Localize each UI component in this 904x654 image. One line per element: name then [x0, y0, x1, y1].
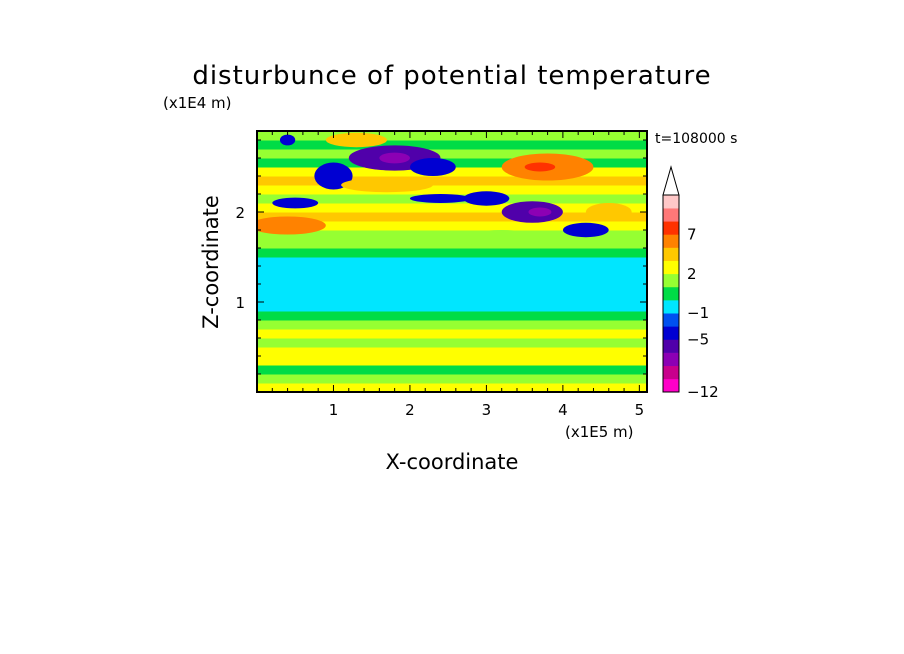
contour-feature	[379, 152, 410, 164]
contour-band	[257, 230, 647, 240]
contour-feature	[279, 134, 296, 146]
colorbar-tick-label: 2	[687, 265, 697, 283]
contour-band	[257, 284, 647, 294]
contour-band	[257, 383, 647, 392]
colorbar-segment	[663, 313, 679, 327]
colorbar-segment	[663, 286, 679, 301]
contour-band	[257, 329, 647, 339]
contour-band	[257, 365, 647, 375]
contour-band	[257, 239, 647, 249]
contour-feature	[463, 191, 510, 206]
contour-band	[257, 140, 647, 150]
colorbar-segment	[663, 247, 679, 261]
contour-feature	[463, 230, 540, 248]
contour-band	[257, 347, 647, 357]
y-unit-label: (x1E4 m)	[163, 94, 232, 112]
contour-band	[257, 203, 647, 213]
x-axis-label: X-coordinate	[386, 450, 519, 474]
contour-band	[257, 311, 647, 321]
colorbar-segment	[663, 365, 679, 380]
contour-feature	[585, 203, 632, 221]
contour-band	[257, 257, 647, 267]
y-axis-label: Z-coordinate	[199, 195, 223, 329]
contour-feature	[528, 207, 552, 217]
colorbar-segment	[663, 326, 679, 340]
contour-band	[257, 131, 647, 141]
colorbar-tick-label: −1	[687, 304, 709, 322]
colorbar-segment	[663, 352, 679, 367]
colorbar-segment	[663, 273, 679, 288]
contour-feature	[314, 162, 353, 190]
contour-feature	[524, 162, 556, 172]
colorbar-segment	[663, 208, 679, 222]
x-tick-label: 4	[558, 401, 568, 419]
time-label: t=108000 s	[655, 131, 737, 147]
contour-field	[257, 131, 647, 392]
contour-feature	[409, 194, 472, 203]
contour-feature	[562, 222, 609, 238]
contour-feature	[325, 132, 388, 148]
colorbar-segment	[663, 378, 679, 393]
y-axis: 12	[235, 139, 647, 375]
x-tick-label: 3	[482, 401, 492, 419]
colorbar-segment	[663, 195, 679, 209]
colorbar-segment	[663, 260, 679, 275]
colorbar-tick-label: −12	[687, 383, 719, 401]
colorbar-tick-label: −5	[687, 330, 709, 348]
contour-band	[257, 212, 647, 222]
contour-band	[257, 338, 647, 348]
colorbar-extend-arrow	[662, 165, 680, 196]
plot-frame	[256, 130, 648, 393]
contour-band	[257, 374, 647, 384]
contour-band	[257, 356, 647, 366]
contour-band	[257, 149, 647, 159]
colorbar-segment	[663, 234, 679, 248]
x-tick-label: 2	[405, 401, 415, 419]
colorbar-segment	[663, 339, 679, 353]
contour-feature	[272, 197, 319, 209]
colorbar-tick-label: 7	[687, 225, 697, 243]
colorbar-segment	[663, 300, 679, 314]
contour-band	[257, 221, 647, 231]
x-unit-label: (x1E5 m)	[565, 423, 634, 441]
contour-feature	[257, 216, 326, 235]
contour-band	[257, 293, 647, 303]
chart-title: disturbunce of potential temperature	[192, 61, 711, 91]
contour-band	[257, 185, 647, 195]
colorbar: 7 2 −1 −5 −12	[662, 165, 719, 401]
x-tick-label: 1	[329, 401, 339, 419]
contour-band	[257, 266, 647, 276]
contour-feature	[409, 158, 456, 176]
y-tick-label: 1	[235, 294, 245, 312]
contour-band	[257, 302, 647, 312]
contour-band	[257, 320, 647, 330]
contour-band	[257, 275, 647, 285]
contour-band	[257, 176, 647, 186]
x-tick-label: 5	[635, 401, 645, 419]
colorbar-segment	[663, 221, 679, 235]
contour-band	[257, 248, 647, 258]
y-tick-label: 2	[235, 204, 245, 222]
contour-feature	[341, 177, 433, 193]
x-axis: 1 2 3 4 5	[271, 131, 645, 419]
